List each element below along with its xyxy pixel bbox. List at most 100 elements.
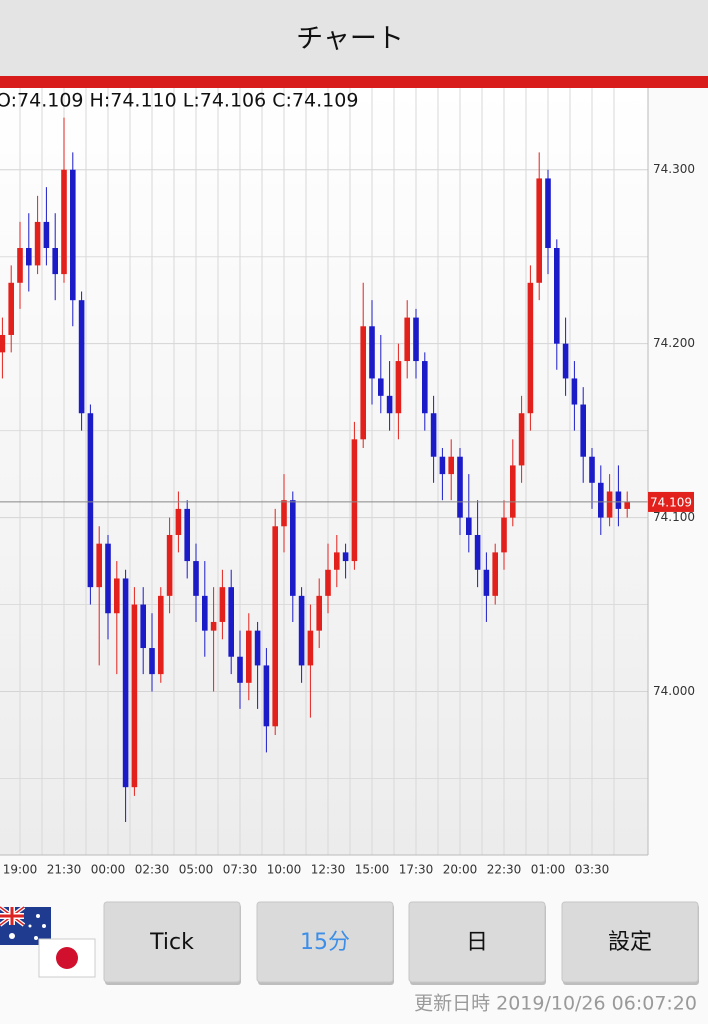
candle-body [87, 413, 94, 588]
candle-body [105, 543, 111, 614]
x-tick-label: 21:30 [47, 863, 82, 877]
accent-bar [0, 76, 708, 88]
candle-body [228, 587, 234, 657]
candle-body [615, 491, 622, 509]
x-tick-label: 01:00 [531, 863, 566, 877]
candle-body [580, 404, 586, 457]
candle-body [149, 648, 155, 675]
candle-body [8, 282, 14, 335]
y-tick-label: 74.200 [653, 336, 695, 350]
candle-body [281, 500, 287, 527]
candle-body [254, 630, 261, 666]
candle-body [404, 317, 410, 362]
candle-body [263, 665, 270, 727]
update-time: 更新日時 2019/10/26 06:07:20 [414, 993, 697, 1015]
candle-body [413, 317, 419, 362]
candle-body [0, 334, 6, 353]
candle-body [510, 465, 516, 518]
candle-body [598, 482, 604, 518]
button-label[interactable]: Tick [149, 930, 194, 955]
candle-body [166, 534, 173, 596]
x-tick-label: 05:00 [179, 863, 214, 877]
last-price-box [648, 491, 694, 512]
candle-body [536, 178, 542, 283]
flag-jp [38, 938, 96, 978]
candle-body [483, 569, 490, 596]
candle-body [430, 413, 437, 457]
candle-body [210, 621, 217, 631]
candle-body [114, 578, 120, 614]
candle-body [545, 178, 551, 249]
candle-body [298, 595, 305, 666]
header-title: チャート [296, 24, 404, 55]
candle-body [589, 456, 595, 483]
candle-body [70, 169, 76, 301]
candle-body [290, 500, 296, 596]
candle-body [571, 378, 578, 405]
button-label[interactable]: 日 [466, 930, 488, 955]
y-tick-label: 74.000 [653, 684, 695, 698]
candle-body [17, 248, 23, 283]
candle-body [61, 169, 67, 275]
header-bar [0, 0, 708, 76]
x-tick-label: 02:30 [135, 863, 170, 877]
candle-body [26, 248, 32, 266]
candle-body [272, 526, 278, 727]
candle-body [122, 578, 129, 788]
candle-body [184, 508, 190, 562]
button[interactable] [103, 901, 241, 983]
candle-body [439, 456, 446, 475]
x-tick-label: 10:00 [267, 863, 302, 877]
candle-body [386, 395, 393, 414]
candle-body [131, 604, 138, 788]
candle-body [369, 326, 375, 379]
candle-body [492, 552, 498, 596]
button[interactable] [256, 901, 394, 983]
x-tick-label: 22:30 [487, 863, 522, 877]
candle-body [518, 413, 525, 466]
candle-body [527, 282, 534, 414]
candle-body [554, 248, 560, 344]
candle-body [34, 221, 41, 266]
candle-body [307, 630, 314, 666]
candle-body [474, 534, 481, 570]
button[interactable] [561, 901, 699, 983]
candle-body [96, 543, 102, 588]
candle-body [606, 491, 613, 518]
ohlc-text: O:74.109 H:74.110 L:74.106 C:74.109 [0, 90, 358, 112]
button-row: Tick 15分 日 設定 [103, 901, 699, 985]
x-tick-label: 00:00 [91, 863, 126, 877]
candle-body [624, 501, 630, 509]
candle-body [158, 595, 164, 675]
plot [0, 88, 648, 855]
candle-body [342, 552, 349, 562]
x-tick-label: 15:00 [355, 863, 390, 877]
candle-body [351, 439, 358, 562]
flag-au [0, 905, 51, 945]
candle-body [422, 361, 428, 414]
candle-body [448, 456, 454, 475]
x-tick-label: 19:00 [3, 863, 38, 877]
candle-body [395, 361, 402, 414]
x-tick-label: 07:30 [223, 863, 258, 877]
x-tick-label: 17:30 [399, 863, 434, 877]
button-label[interactable]: 設定 [608, 930, 652, 955]
candle-body [360, 326, 366, 440]
x-tick-label: 20:00 [443, 863, 478, 877]
candle-body [562, 343, 569, 379]
candle-body [325, 569, 331, 596]
candle-body [334, 552, 340, 570]
x-tick-label: 12:30 [311, 863, 346, 877]
candle-body [246, 630, 252, 683]
candle-body [219, 587, 226, 622]
x-tick-label: 03:30 [575, 863, 610, 877]
button[interactable] [408, 901, 546, 983]
candle-body [378, 378, 384, 396]
candle-body [78, 300, 85, 414]
y-tick-label: 74.300 [653, 162, 695, 176]
candle-body [193, 561, 199, 596]
button-label[interactable]: 15分 [300, 930, 350, 955]
candle-body [202, 595, 208, 631]
